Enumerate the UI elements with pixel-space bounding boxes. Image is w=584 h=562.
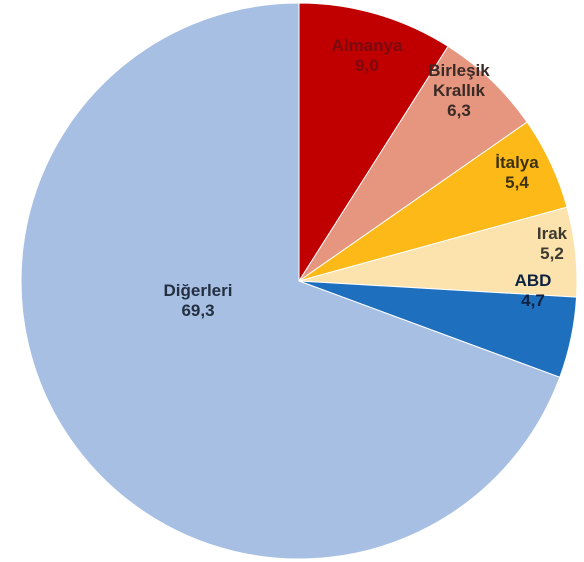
slice-label-1: Birleşik Krallık 6,3	[428, 61, 490, 120]
pie-slice-5	[20, 2, 561, 560]
slice-label-0: Almanya 9,0	[332, 36, 403, 75]
slice-label-2: İtalya 5,4	[495, 153, 539, 192]
slice-label-3: Irak 5,2	[537, 224, 568, 263]
slice-name-label: Almanya	[332, 36, 403, 55]
pie-slices	[20, 2, 578, 560]
slice-value-label: 5,4	[505, 173, 529, 192]
slice-value-label: 9,0	[355, 56, 379, 75]
slice-name-label: ABD	[515, 271, 552, 290]
slice-value-label: 69,3	[181, 301, 214, 320]
slice-name-label: Krallık	[433, 81, 486, 100]
slice-name-label: Irak	[537, 224, 568, 243]
slice-name-label: Birleşik	[428, 61, 490, 80]
slice-name-label: Diğerleri	[164, 281, 233, 300]
slice-label-5: Diğerleri 69,3	[164, 281, 233, 320]
slice-value-label: 4,7	[521, 291, 545, 310]
slice-value-label: 5,2	[540, 244, 564, 263]
slice-label-4: ABD 4,7	[515, 271, 552, 310]
slice-value-label: 6,3	[447, 101, 471, 120]
slice-name-label: İtalya	[495, 153, 539, 172]
pie-slice-0	[298, 2, 449, 283]
